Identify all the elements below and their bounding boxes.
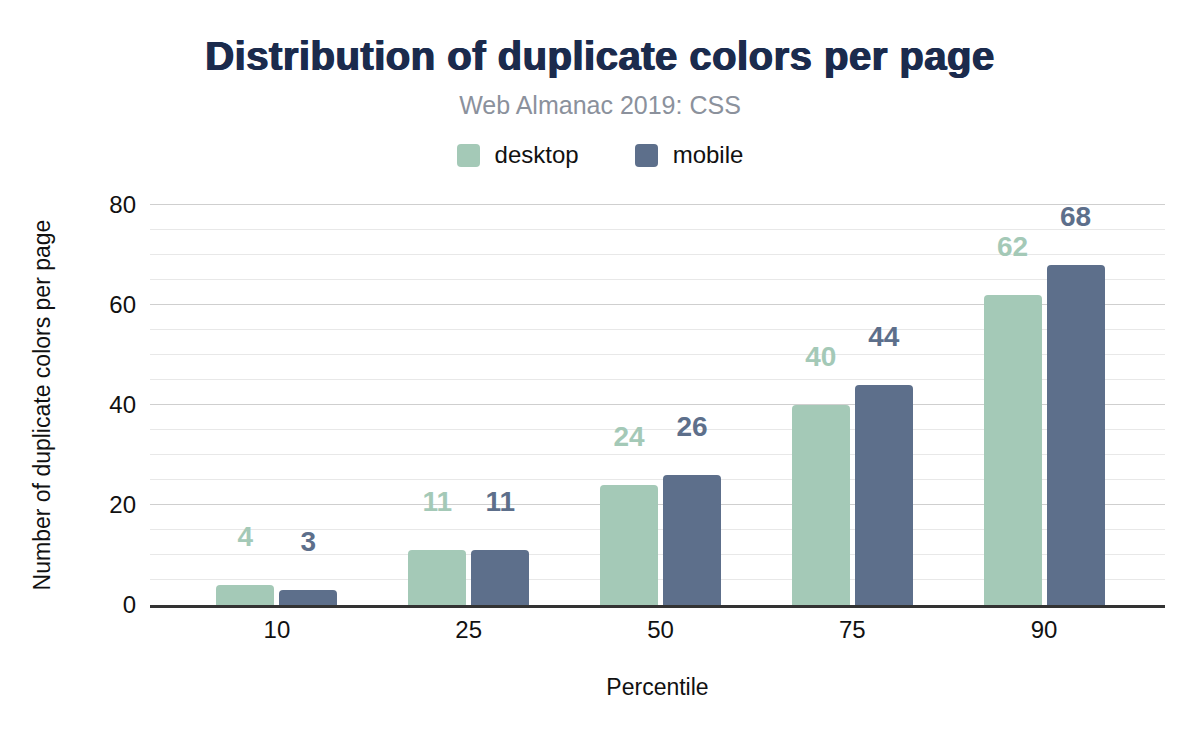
chart-container: Distribution of duplicate colors per pag… [0, 0, 1200, 742]
x-axis-title: Percentile [150, 674, 1165, 701]
bar-group-p10: 43 [181, 205, 373, 605]
x-tick-label: 25 [373, 616, 565, 644]
x-tick-label: 90 [948, 616, 1140, 644]
bar-value-label: 26 [676, 413, 707, 441]
desktop-swatch-icon [457, 144, 480, 167]
x-tick-label: 10 [181, 616, 373, 644]
bar-desktop-p25[interactable]: 11 [408, 550, 466, 605]
chart-title: Distribution of duplicate colors per pag… [0, 34, 1200, 79]
bar-mobile-p75[interactable]: 44 [855, 385, 913, 605]
chart-subtitle: Web Almanac 2019: CSS [0, 91, 1200, 120]
bar-desktop-p90[interactable]: 62 [984, 295, 1042, 605]
y-tick-label: 20 [86, 492, 136, 518]
bar-value-label: 68 [1060, 203, 1091, 231]
bar-value-label: 40 [805, 343, 836, 371]
x-tick-label: 75 [756, 616, 948, 644]
bar-groups: 431111242640446268 [181, 205, 1140, 605]
bar-value-label: 24 [613, 423, 644, 451]
mobile-swatch-icon [635, 144, 658, 167]
y-axis-title: Number of duplicate colors per page [29, 220, 56, 591]
bar-mobile-p10[interactable]: 3 [279, 590, 337, 605]
bar-group-p75: 4044 [756, 205, 948, 605]
plot-area: 431111242640446268 [150, 205, 1165, 608]
bar-value-label: 44 [868, 323, 899, 351]
x-axis-ticks: 1025507590 [181, 616, 1140, 644]
bar-desktop-p50[interactable]: 24 [600, 485, 658, 605]
legend-label-mobile: mobile [673, 141, 744, 169]
legend-label-desktop: desktop [495, 141, 579, 169]
legend-item-mobile[interactable]: mobile [635, 141, 744, 169]
bar-value-label: 3 [301, 528, 317, 556]
bar-value-label: 4 [238, 523, 254, 551]
y-axis-ticks: 020406080 [86, 205, 136, 605]
legend-item-desktop[interactable]: desktop [457, 141, 579, 169]
y-tick-label: 80 [86, 192, 136, 218]
y-tick-label: 60 [86, 292, 136, 318]
bar-mobile-p50[interactable]: 26 [663, 475, 721, 605]
bar-group-p50: 2426 [565, 205, 757, 605]
bar-desktop-p75[interactable]: 40 [792, 405, 850, 605]
bar-desktop-p10[interactable]: 4 [216, 585, 274, 605]
x-tick-label: 50 [565, 616, 757, 644]
legend: desktop mobile [0, 141, 1200, 169]
bar-group-p25: 1111 [373, 205, 565, 605]
bar-mobile-p25[interactable]: 11 [471, 550, 529, 605]
y-tick-label: 0 [86, 592, 136, 618]
bar-mobile-p90[interactable]: 68 [1047, 265, 1105, 605]
bar-group-p90: 6268 [948, 205, 1140, 605]
bar-value-label: 11 [422, 488, 452, 516]
bar-value-label: 62 [997, 233, 1028, 261]
bar-value-label: 11 [485, 488, 515, 516]
y-tick-label: 40 [86, 392, 136, 418]
